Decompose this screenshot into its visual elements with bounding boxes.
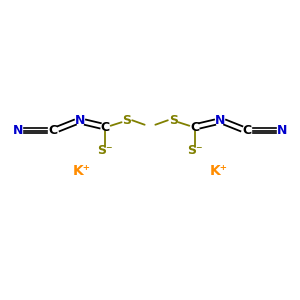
Text: N: N <box>277 124 287 137</box>
Text: C: C <box>101 121 110 134</box>
Text: S⁻: S⁻ <box>98 143 113 157</box>
Text: S: S <box>122 114 131 127</box>
Text: K⁺: K⁺ <box>209 164 227 178</box>
Text: C: C <box>190 121 199 134</box>
Text: C: C <box>242 124 251 137</box>
Text: N: N <box>75 114 85 127</box>
Text: C: C <box>49 124 58 137</box>
Text: N: N <box>13 124 23 137</box>
Text: N: N <box>215 114 225 127</box>
Text: K⁺: K⁺ <box>73 164 91 178</box>
Text: S: S <box>169 114 178 127</box>
Text: S⁻: S⁻ <box>187 143 203 157</box>
